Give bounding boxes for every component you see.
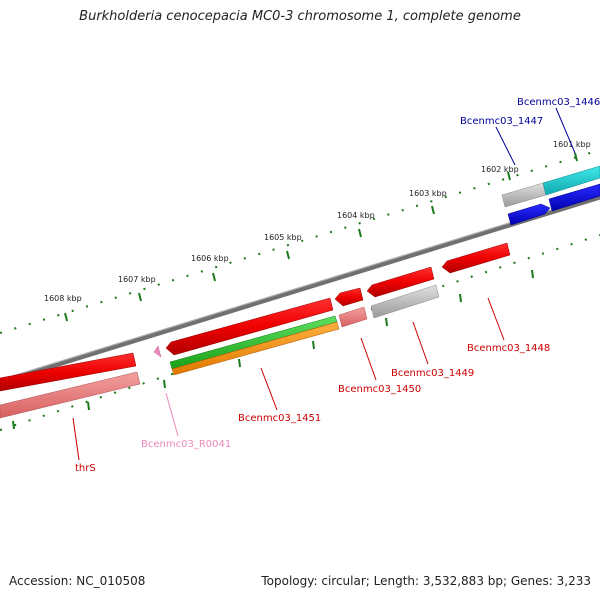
gene-arrow-gray[interactable]: [501, 182, 547, 208]
map-title: Burkholderia cenocepacia MC0-3 chromosom…: [79, 9, 521, 24]
label-leader-lines: [72, 107, 576, 461]
ruler-label: 1602 kbp: [481, 165, 519, 174]
gene-arrow-gray-1449[interactable]: [370, 284, 440, 319]
gene-label-thrs[interactable]: thrS: [75, 463, 96, 474]
gene-label-bcenmc03-r0041[interactable]: Bcenmc03_R0041: [141, 439, 231, 450]
ruler-label: 1607 kbp: [118, 275, 156, 284]
inner-major-ticks: [12, 269, 534, 430]
ruler-label: 1608 kbp: [44, 294, 82, 303]
gene-arrow-pink-thrs[interactable]: [0, 371, 141, 419]
ruler-label: 1603 kbp: [409, 189, 447, 198]
gene-arrow-bcenmc03-1451[interactable]: [165, 297, 334, 356]
topology-text: Topology: circular; Length: 3,532,883 bp…: [261, 574, 591, 588]
gene-label-bcenmc03-1447[interactable]: Bcenmc03_1447: [460, 116, 543, 127]
backbone-highlight: [0, 194, 600, 381]
gene-label-bcenmc03-1451[interactable]: Bcenmc03_1451: [238, 413, 321, 424]
gene-label-bcenmc03-1446[interactable]: Bcenmc03_1446: [517, 97, 600, 108]
gene-arrow-bcenmc03-1449[interactable]: [366, 266, 435, 298]
gene-arrow-bcenmc03-1447[interactable]: [507, 203, 551, 226]
ruler-major-ticks: [64, 152, 578, 322]
accession-text: Accession: NC_010508: [9, 574, 146, 588]
gene-arrow-thrs[interactable]: [0, 352, 137, 392]
gene-arrow-bcenmc03-1446[interactable]: [542, 165, 600, 196]
backbone-line: [0, 194, 600, 385]
gene-label-bcenmc03-1448[interactable]: Bcenmc03_1448: [467, 343, 550, 354]
gene-arrow-bcenmc03-1448[interactable]: [441, 242, 511, 274]
ruler-label: 1605 kbp: [264, 233, 302, 242]
gene-arrow-blue-right[interactable]: [548, 183, 600, 212]
ruler-label: 1604 kbp: [337, 211, 375, 220]
feature-orange-bar[interactable]: [171, 321, 340, 376]
gene-arrow-bcenmc03-r0041[interactable]: [153, 345, 162, 358]
gene-label-bcenmc03-1449[interactable]: Bcenmc03_1449: [391, 368, 474, 379]
gene-arrow-pink-1450[interactable]: [338, 306, 368, 328]
gene-arrow-bcenmc03-1450[interactable]: [334, 287, 364, 307]
gene-label-bcenmc03-1450[interactable]: Bcenmc03_1450: [338, 384, 421, 395]
ruler-label: 1606 kbp: [191, 254, 229, 263]
